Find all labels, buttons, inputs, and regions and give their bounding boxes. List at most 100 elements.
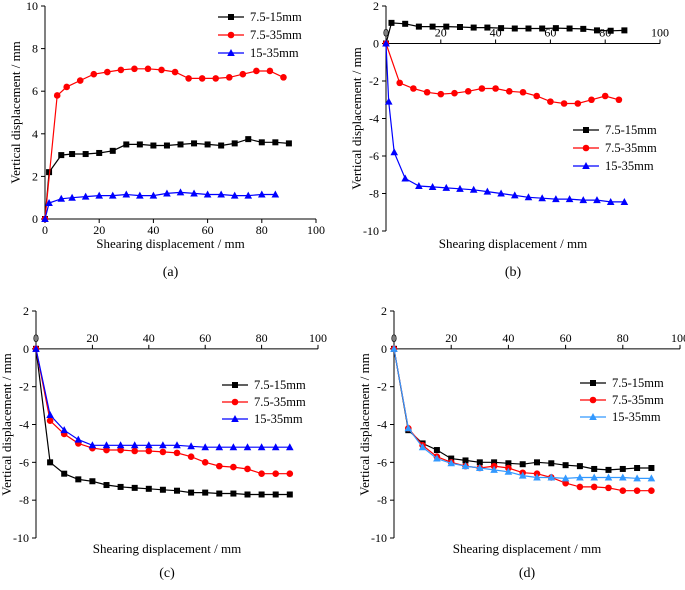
data-point [388,19,395,26]
legend-marker [582,162,590,169]
data-point [171,68,179,76]
x-axis-label: Shearing displacement / mm [93,541,241,556]
data-point [198,75,206,82]
data-point [552,25,559,32]
data-point [533,473,541,481]
legend-entry: 15-35mm [612,410,661,424]
data-point [122,190,131,198]
data-point [61,470,68,477]
y-tick-label: -2 [19,380,29,394]
x-tick-label: 40 [502,331,514,345]
data-point [605,466,612,473]
legend-entry: 15-35mm [254,412,303,426]
chart-panel-0: 0 20 40 60 80 100 0 2 4 6 8 10 Vertical displacement… [8,0,325,280]
data-point [41,215,49,222]
data-point [285,140,292,147]
y-tick-label: 8 [32,42,38,56]
data-point [483,187,492,195]
data-point [103,482,110,489]
data-point [109,147,116,154]
data-point [69,151,76,158]
data-point [90,70,98,78]
data-point [404,424,413,432]
data-point [243,443,252,451]
data-point [63,83,70,91]
data-point [433,454,441,462]
y-tick-label: 10 [26,0,38,13]
data-point [229,443,238,451]
data-point [108,191,117,199]
data-point [117,446,124,454]
data-point [82,151,89,158]
legend-entry: 15-35mm [605,159,654,173]
legend-entry: 7.5-15mm [612,376,664,390]
x-tick-label: 20 [86,331,98,345]
data-point [225,74,233,81]
y-tick-label: -6 [377,455,387,469]
data-point [253,67,260,75]
data-point [534,459,540,466]
x-tick-label: 0 [383,26,389,40]
data-point [633,474,641,482]
data-point [433,447,440,454]
data-point [519,461,526,468]
data-point [579,196,588,204]
x-tick-label: 100 [671,331,685,345]
data-point [75,476,82,483]
y-tick-label: -10 [13,531,29,545]
data-point [102,441,111,449]
data-point [605,484,612,492]
data-point [443,23,450,30]
data-point [633,487,641,495]
x-axis-label: Shearing displacement / mm [453,541,601,556]
y-tick-label: -4 [369,112,379,126]
data-point [159,486,166,493]
data-point [456,24,463,30]
data-point [415,23,422,30]
y-tick-label: -2 [377,380,387,394]
data-point [159,448,167,456]
data-point [131,65,138,73]
y-axis-label: Vertical displacement / mm [349,47,364,190]
data-point [231,140,238,147]
data-point [562,462,569,469]
data-point [123,141,130,148]
data-point [565,195,574,203]
data-point [580,25,587,32]
legend-marker [227,31,235,39]
data-point [401,174,409,182]
y-tick-label: -2 [369,74,379,88]
x-tick-label: 0 [42,223,48,237]
data-point [81,192,90,200]
data-point [560,100,568,107]
data-point [218,142,225,149]
data-point [266,67,274,75]
data-point [590,483,598,491]
data-point [271,443,280,451]
legend-entry: 7.5-15mm [605,123,657,137]
legend-entry: 7.5-15mm [250,10,302,24]
data-point [230,490,237,497]
data-point [89,478,96,485]
x-tick-label: 100 [309,331,327,345]
y-tick-label: -10 [363,224,379,238]
data-point [271,190,280,198]
data-point [104,68,111,76]
y-tick-label: 0 [373,37,379,51]
data-point [437,90,445,98]
data-point [648,487,655,495]
data-point [272,470,280,477]
series-line-1 [385,43,620,105]
data-point [604,473,613,481]
data-point [423,88,431,96]
data-point [117,66,125,74]
data-point [402,20,409,27]
data-point [591,465,598,472]
data-point [576,473,584,481]
y-tick-label: 2 [32,169,38,183]
data-point [202,489,209,496]
legend-entry: 7.5-35mm [605,141,657,155]
